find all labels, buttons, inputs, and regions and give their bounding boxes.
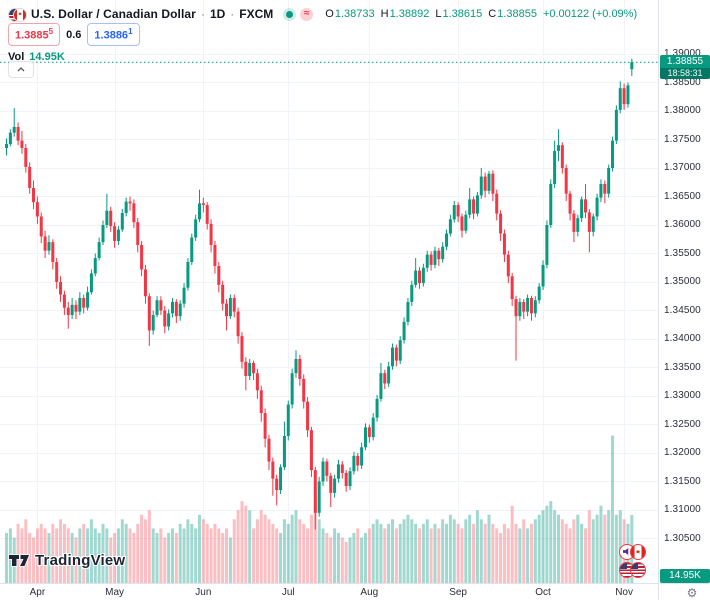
month-tick-label: Aug xyxy=(360,587,379,598)
month-tick-label: Nov xyxy=(615,587,633,598)
candles-layer xyxy=(5,58,634,530)
price-tick-label: 1.37500 xyxy=(664,133,701,145)
open-value: 1.38733 xyxy=(334,8,375,20)
price-tick-label: 1.33500 xyxy=(664,361,701,373)
separator-dot: · xyxy=(230,7,235,21)
current-price-tag: 1.38855 18:58:31 xyxy=(660,55,710,80)
exchange-label[interactable]: FXCM xyxy=(239,7,274,21)
month-tick-label: Apr xyxy=(29,587,46,598)
current-price-value: 1.38855 xyxy=(666,56,704,68)
delayed-data-icon[interactable]: ≈ xyxy=(300,7,314,21)
volume-bars-layer xyxy=(5,435,634,583)
price-tick-label: 1.34000 xyxy=(664,333,701,344)
chevron-up-icon xyxy=(17,67,25,72)
month-tick-label: May xyxy=(105,587,125,598)
current-volume-tag: 14.95K xyxy=(660,569,710,583)
price-tick-label: 1.33000 xyxy=(664,390,701,401)
price-tick-label: 1.35000 xyxy=(664,276,701,287)
price-tick-label: 1.31500 xyxy=(664,475,701,487)
close-label: C xyxy=(488,8,497,20)
price-tick-label: 1.37000 xyxy=(664,162,701,173)
price-tick-label: 1.32500 xyxy=(664,418,701,430)
price-tick-label: 1.35500 xyxy=(664,247,701,259)
month-tick-label: Oct xyxy=(535,587,551,598)
bid-ask-row: 1.38855 0.6 1.38861 xyxy=(8,23,140,46)
price-tick-label: 1.38000 xyxy=(664,105,701,116)
pane-collapse-button[interactable] xyxy=(8,61,34,78)
tradingview-logo[interactable]: TradingView xyxy=(8,551,125,569)
interval-label[interactable]: 1D xyxy=(209,7,226,21)
price-tick-label: 1.34500 xyxy=(664,304,701,316)
gear-icon[interactable]: ⚙ xyxy=(686,585,698,600)
low-label: L xyxy=(435,8,442,20)
price-tick-label: 1.36500 xyxy=(664,190,701,202)
us-flag-icon xyxy=(630,562,646,578)
ohlc-values: O 1.38733 H 1.38892 L 1.38615 C 1.38855 +0.0… xyxy=(325,8,637,20)
open-label: O xyxy=(325,8,334,20)
sell-bid-button[interactable]: 1.38855 xyxy=(8,23,61,46)
symbol-title[interactable]: U.S. Dollar / Canadian Dollar xyxy=(31,7,196,21)
symbol-legend[interactable]: U.S. Dollar / Canadian Dollar · 1D · FXC… xyxy=(8,5,637,23)
economic-events xyxy=(619,544,646,580)
volume-value: 14.95K xyxy=(29,51,65,63)
separator-dot: · xyxy=(200,7,205,21)
bar-countdown: 18:58:31 xyxy=(660,68,710,80)
month-tick-label: Jun xyxy=(195,587,212,598)
market-status-icon[interactable] xyxy=(283,7,297,21)
high-value: 1.38892 xyxy=(389,8,430,20)
price-tick-label: 1.32000 xyxy=(664,447,701,458)
price-tick-label: 1.36000 xyxy=(664,219,701,230)
month-tick-label: Sep xyxy=(449,587,467,598)
price-tick-label: 1.30500 xyxy=(664,532,701,544)
close-value: 1.38855 xyxy=(497,8,537,20)
month-tick-label: Jul xyxy=(281,587,295,598)
change-value: +0.00122 (+0.09%) xyxy=(542,8,638,20)
event-marker-canada[interactable] xyxy=(619,544,646,563)
event-marker-us[interactable] xyxy=(619,562,646,581)
price-tick-label: 1.38500 xyxy=(664,76,701,88)
price-tick-label: 1.39000 xyxy=(664,48,701,59)
tradingview-mark-icon xyxy=(8,554,30,567)
high-label: H xyxy=(380,8,389,20)
usdcad-flags-icon xyxy=(8,7,27,22)
volume-legend[interactable]: Vol 14.95K xyxy=(8,50,65,64)
tradingview-logo-text: TradingView xyxy=(35,551,126,569)
buy-ask-button[interactable]: 1.38861 xyxy=(87,23,140,46)
spread-value: 0.6 xyxy=(66,28,82,41)
price-tick-label: 1.31000 xyxy=(664,504,701,515)
volume-label: Vol xyxy=(8,51,25,63)
canada-flag-icon xyxy=(630,544,646,560)
grid-layer xyxy=(0,0,658,583)
low-value: 1.38615 xyxy=(442,8,483,20)
